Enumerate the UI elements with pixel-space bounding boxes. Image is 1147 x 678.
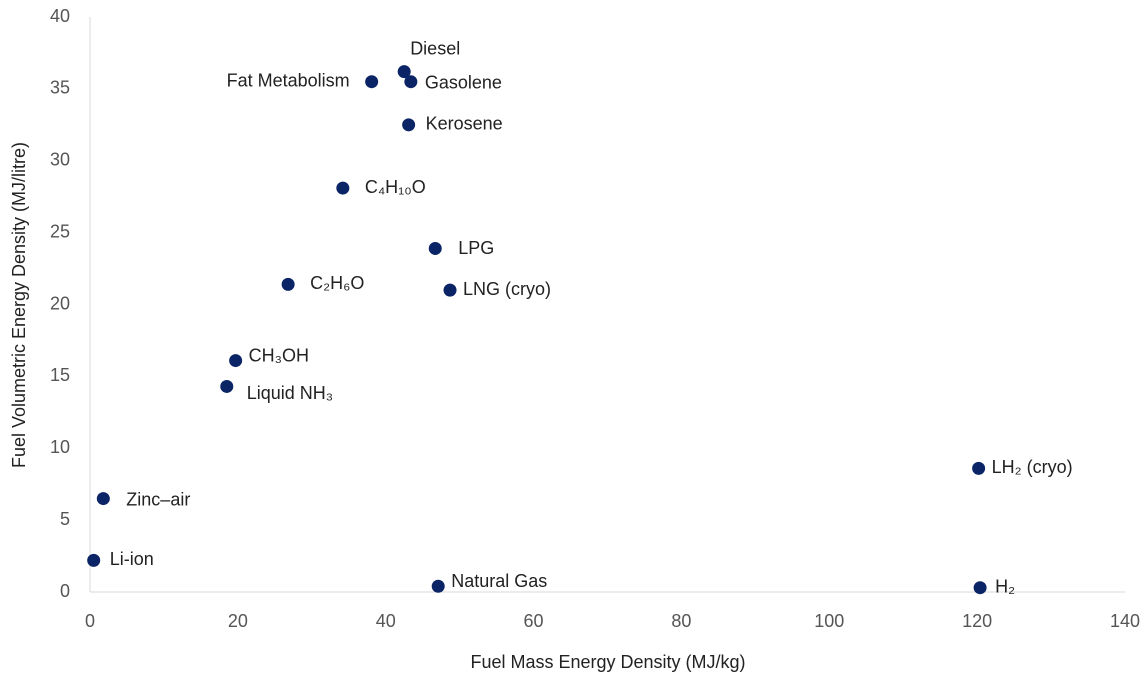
point-label: Gasolene xyxy=(425,72,502,92)
x-tick-label: 140 xyxy=(1110,611,1140,631)
point-label: Fat Metabolism xyxy=(227,70,350,90)
point xyxy=(397,65,411,79)
point xyxy=(973,581,987,595)
point-label: C₄H₁₀O xyxy=(365,177,426,197)
point-label: LNG (cryo) xyxy=(463,279,551,299)
point xyxy=(404,75,418,89)
y-tick-label: 40 xyxy=(50,6,70,26)
point xyxy=(281,277,295,291)
point xyxy=(336,181,350,195)
point-label: LPG xyxy=(458,238,494,258)
y-tick-label: 30 xyxy=(50,150,70,170)
point-label: Diesel xyxy=(410,38,460,58)
x-tick-label: 100 xyxy=(814,611,844,631)
point-label: Li-ion xyxy=(110,549,154,569)
y-tick-label: 0 xyxy=(60,581,70,601)
point-label: Kerosene xyxy=(426,114,503,134)
y-tick-label: 10 xyxy=(50,437,70,457)
point xyxy=(402,118,416,132)
y-tick-label: 35 xyxy=(50,78,70,98)
point-label: Natural Gas xyxy=(451,571,547,591)
point-label: Zinc–air xyxy=(126,489,190,509)
x-tick-label: 80 xyxy=(671,611,691,631)
point-label: CH₃OH xyxy=(249,345,309,365)
x-tick-label: 60 xyxy=(524,611,544,631)
y-tick-label: 25 xyxy=(50,221,70,241)
x-tick-label: 20 xyxy=(228,611,248,631)
point xyxy=(443,283,457,297)
point-label: LH₂ (cryo) xyxy=(992,457,1073,477)
x-tick-label: 120 xyxy=(962,611,992,631)
y-tick-label: 5 xyxy=(60,509,70,529)
x-tick-label: 40 xyxy=(376,611,396,631)
point xyxy=(972,461,986,475)
y-tick-label: 20 xyxy=(50,293,70,313)
y-axis-title: Fuel Volumetric Energy Density (MJ/litre… xyxy=(9,142,29,468)
point-label: H₂ xyxy=(995,576,1015,596)
point xyxy=(220,379,234,393)
x-axis-title: Fuel Mass Energy Density (MJ/kg) xyxy=(470,652,745,672)
x-tick-label: 0 xyxy=(85,611,95,631)
point xyxy=(96,492,110,506)
y-tick-label: 15 xyxy=(50,365,70,385)
point-label: Liquid NH₃ xyxy=(247,383,333,403)
point xyxy=(229,354,243,368)
point xyxy=(87,553,101,567)
point xyxy=(365,75,379,89)
point-label: C₂H₆O xyxy=(310,273,364,293)
point xyxy=(431,579,445,593)
point xyxy=(428,241,442,255)
